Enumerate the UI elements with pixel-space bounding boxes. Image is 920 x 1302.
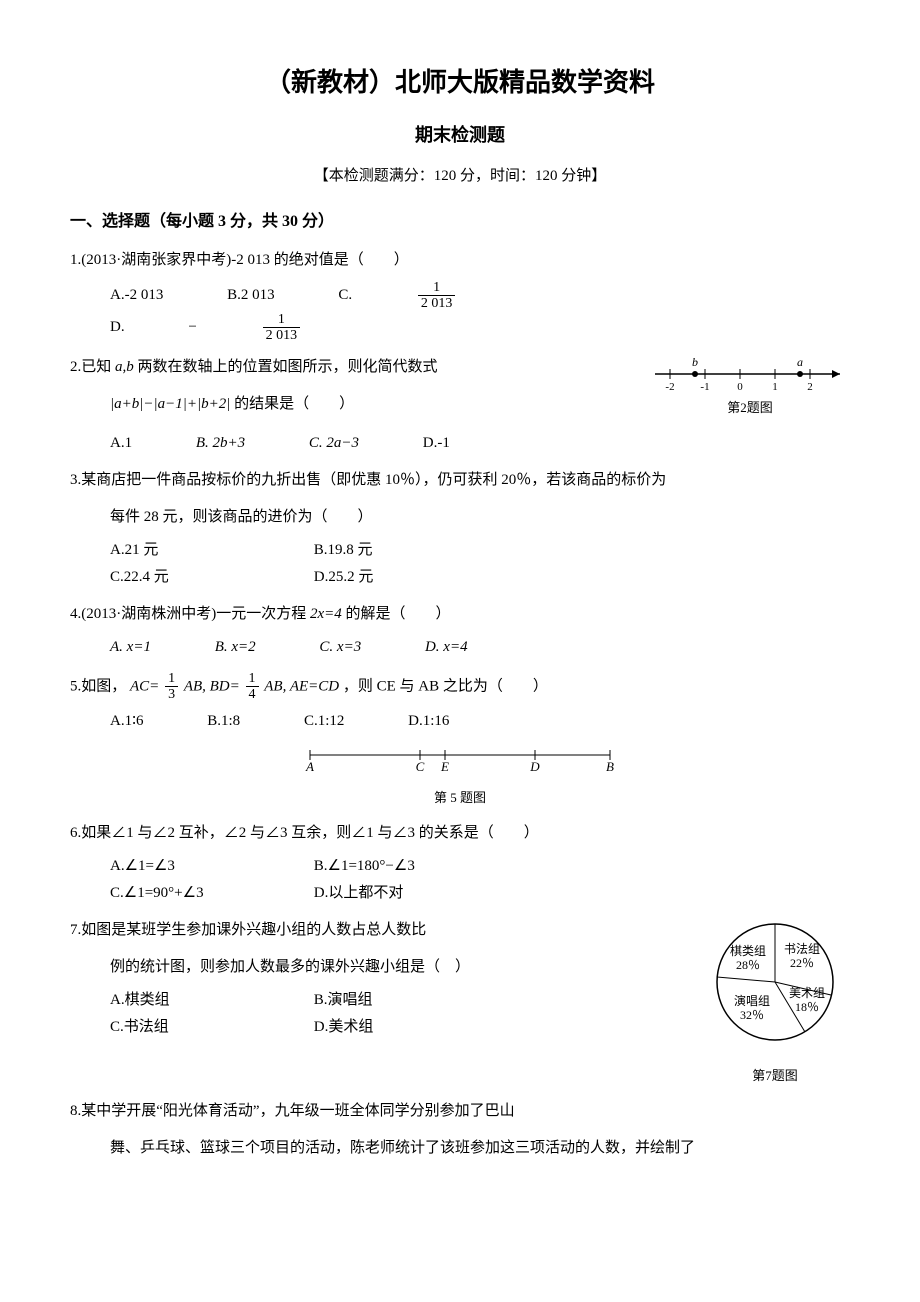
q7-figure: 棋类组 28％ 书法组 22％ 美术组 18％ 演唱组 32％ 第7题图 bbox=[700, 917, 850, 1088]
question-4: 4.(2013·湖南株洲中考)一元一次方程 2x=4 的解是（ ） bbox=[70, 601, 850, 628]
svg-text:A: A bbox=[305, 759, 314, 773]
svg-text:22％: 22％ bbox=[790, 956, 814, 970]
svg-text:演唱组: 演唱组 bbox=[734, 993, 770, 1008]
svg-text:2: 2 bbox=[807, 381, 813, 393]
question-1: 1.(2013·湖南张家界中考)-2 013 的绝对值是（ ） bbox=[70, 247, 850, 274]
q2-figure: b a -2 -1 0 1 2 第2题图 bbox=[650, 354, 850, 419]
svg-text:B: B bbox=[606, 759, 614, 773]
q1-opt-b: B.2 013 bbox=[227, 282, 275, 309]
number-line-icon: b a -2 -1 0 1 2 bbox=[650, 354, 850, 394]
question-3: 3.某商店把一件商品按标价的九折出售（即优惠 10％），仍可获利 20％，若该商… bbox=[70, 467, 850, 494]
svg-text:美术组: 美术组 bbox=[789, 986, 825, 1000]
svg-text:棋类组: 棋类组 bbox=[730, 944, 766, 958]
question-6: 6.如果∠1 与∠2 互补，∠2 与∠3 互余，则∠1 与∠3 的关系是（ ） bbox=[70, 820, 850, 847]
pie-chart-icon: 棋类组 28％ 书法组 22％ 美术组 18％ 演唱组 32％ bbox=[700, 917, 850, 1052]
svg-text:-1: -1 bbox=[700, 381, 709, 393]
question-1-options: A.-2 013 B.2 013 C. 1 2 013 D. − 1 2 013 bbox=[110, 280, 850, 344]
q7-opt-b: B.演唱组 bbox=[314, 987, 514, 1014]
q6-opt-c: C.∠1=90°+∠3 bbox=[110, 880, 310, 907]
q1-opt-a: A.-2 013 bbox=[110, 282, 163, 309]
svg-text:书法组: 书法组 bbox=[784, 942, 820, 956]
svg-text:C: C bbox=[416, 759, 425, 773]
q2-opt-c: C. 2a−3 bbox=[309, 430, 359, 457]
svg-text:b: b bbox=[692, 355, 698, 369]
question-2-options: A.1 B. 2b+3 C. 2a−3 D.-1 bbox=[110, 430, 850, 457]
q6-opt-b: B.∠1=180°−∠3 bbox=[314, 853, 514, 880]
q2-fig-caption: 第2题图 bbox=[650, 396, 850, 419]
main-title: （新教材）北师大版精品数学资料 bbox=[70, 60, 850, 107]
sub-title: 期末检测题 bbox=[70, 119, 850, 151]
q7-fig-caption: 第7题图 bbox=[700, 1064, 850, 1087]
q4-opt-c: C. x=3 bbox=[319, 634, 361, 661]
q5-fig-caption: 第 5 题图 bbox=[70, 786, 850, 809]
q7-opt-d: D.美术组 bbox=[314, 1014, 514, 1041]
svg-text:18％: 18％ bbox=[795, 1000, 819, 1014]
svg-text:0: 0 bbox=[737, 381, 743, 393]
q3-opt-d: D.25.2 元 bbox=[314, 564, 514, 591]
q6-opt-a: A.∠1=∠3 bbox=[110, 853, 310, 880]
q6-opt-d: D.以上都不对 bbox=[314, 880, 514, 907]
q3-opt-a: A.21 元 bbox=[110, 537, 310, 564]
question-3-options: A.21 元 B.19.8 元 C.22.4 元 D.25.2 元 bbox=[110, 537, 850, 591]
svg-text:E: E bbox=[440, 759, 449, 773]
fraction: 1 2 013 bbox=[418, 280, 516, 312]
q5-opt-b: B.1:8 bbox=[207, 708, 240, 735]
question-8: 8.某中学开展“阳光体育活动”，九年级一班全体同学分别参加了巴山 bbox=[70, 1098, 850, 1125]
q5-opt-d: D.1:16 bbox=[408, 708, 449, 735]
q5-figure: A C E D B 第 5 题图 bbox=[70, 745, 850, 809]
question-5-options: A.1∶6 B.1:8 C.1:12 D.1:16 bbox=[110, 708, 850, 735]
q5-opt-a: A.1∶6 bbox=[110, 708, 144, 735]
fraction: 1 2 013 bbox=[263, 312, 361, 344]
q2-opt-b: B. 2b+3 bbox=[196, 430, 245, 457]
svg-text:1: 1 bbox=[772, 381, 778, 393]
q4-opt-a: A. x=1 bbox=[110, 634, 151, 661]
q7-opt-c: C.书法组 bbox=[110, 1014, 310, 1041]
q5-opt-c: C.1:12 bbox=[304, 708, 344, 735]
svg-text:-2: -2 bbox=[665, 381, 674, 393]
q2-opt-d: D.-1 bbox=[423, 430, 450, 457]
question-4-options: A. x=1 B. x=2 C. x=3 D. x=4 bbox=[110, 634, 850, 661]
line-segment-icon: A C E D B bbox=[300, 745, 620, 773]
q7-opt-a: A.棋类组 bbox=[110, 987, 310, 1014]
section-1-header: 一、选择题（每小题 3 分，共 30 分） bbox=[70, 208, 850, 237]
svg-text:28％: 28％ bbox=[736, 958, 760, 972]
q4-opt-b: B. x=2 bbox=[215, 634, 256, 661]
svg-text:D: D bbox=[529, 759, 540, 773]
svg-text:32％: 32％ bbox=[740, 1008, 764, 1022]
q2-opt-a: A.1 bbox=[110, 430, 132, 457]
q1-opt-d: D. − 1 2 013 bbox=[110, 312, 420, 344]
q3-opt-c: C.22.4 元 bbox=[110, 564, 310, 591]
question-5: 5.如图， AC= 13 AB, BD= 14 AB, AE=CD ，则 CE … bbox=[70, 671, 850, 703]
svg-text:a: a bbox=[797, 355, 803, 369]
question-3b: 每件 28 元，则该商品的进价为（ ） bbox=[70, 504, 850, 531]
question-6-options: A.∠1=∠3 B.∠1=180°−∠3 C.∠1=90°+∠3 D.以上都不对 bbox=[110, 853, 850, 907]
q1-opt-c: C. 1 2 013 bbox=[338, 280, 575, 312]
q4-opt-d: D. x=4 bbox=[425, 634, 468, 661]
q3-opt-b: B.19.8 元 bbox=[314, 537, 514, 564]
exam-info: 【本检测题满分：120 分，时间：120 分钟】 bbox=[70, 163, 850, 190]
question-8b: 舞、乒乓球、篮球三个项目的活动，陈老师统计了该班参加这三项活动的人数，并绘制了 bbox=[70, 1135, 850, 1162]
